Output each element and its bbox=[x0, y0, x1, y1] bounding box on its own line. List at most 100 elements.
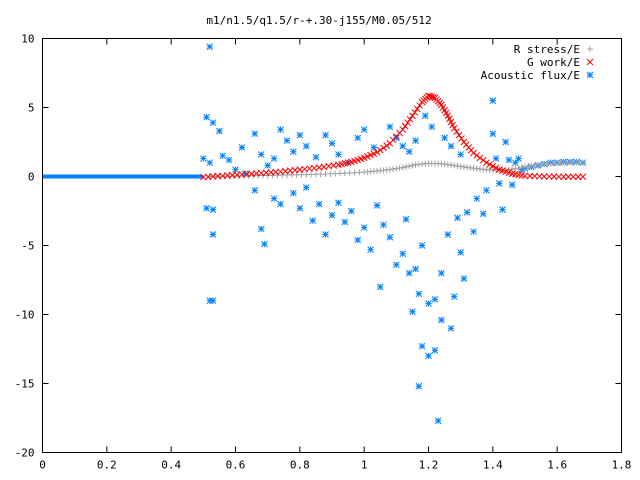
data-point bbox=[515, 155, 522, 162]
data-point bbox=[473, 152, 481, 159]
data-point bbox=[370, 144, 378, 151]
data-point bbox=[209, 231, 217, 238]
data-point bbox=[238, 144, 246, 151]
data-point bbox=[483, 159, 490, 167]
legend-marker bbox=[586, 71, 594, 79]
data-point bbox=[406, 115, 414, 123]
data-point bbox=[479, 210, 487, 218]
data-point bbox=[545, 173, 553, 180]
x-tick-label: 0 bbox=[39, 459, 46, 472]
data-point bbox=[502, 138, 510, 146]
legend-label: R stress/E bbox=[514, 43, 580, 56]
data-point bbox=[376, 283, 384, 291]
x-tick-label: 1.4 bbox=[483, 459, 503, 472]
data-point bbox=[434, 417, 442, 425]
data-point bbox=[203, 204, 210, 212]
data-point bbox=[415, 382, 423, 390]
data-point bbox=[409, 308, 416, 316]
data-point bbox=[492, 164, 500, 172]
data-point bbox=[489, 130, 497, 138]
data-point bbox=[579, 159, 586, 166]
data-point bbox=[447, 118, 455, 126]
data-point bbox=[216, 127, 223, 135]
data-point bbox=[511, 159, 519, 167]
chart-title: m1/n1.5/q1.5/r-+.30-j155/M0.05/512 bbox=[206, 14, 431, 27]
data-point bbox=[360, 224, 368, 231]
data-point bbox=[264, 162, 272, 169]
data-point bbox=[450, 124, 458, 132]
data-point bbox=[270, 155, 278, 162]
data-point bbox=[418, 242, 426, 249]
data-point bbox=[425, 352, 432, 360]
legend-label: G work/E bbox=[527, 56, 580, 69]
data-point bbox=[399, 126, 407, 133]
data-point bbox=[404, 119, 411, 127]
data-point bbox=[392, 261, 400, 269]
data-point bbox=[495, 180, 503, 187]
data-point bbox=[425, 300, 432, 307]
y-tick-label: -5 bbox=[21, 240, 34, 253]
data-point bbox=[413, 105, 421, 113]
x-tick-label: 0.6 bbox=[226, 459, 246, 472]
data-point bbox=[399, 164, 406, 171]
data-point bbox=[290, 189, 297, 197]
data-point bbox=[277, 200, 284, 208]
data-point bbox=[518, 164, 525, 171]
data-point bbox=[367, 246, 374, 253]
data-point bbox=[409, 162, 416, 169]
data-point bbox=[574, 173, 582, 181]
data-point bbox=[209, 119, 217, 127]
data-point bbox=[479, 156, 487, 164]
data-point bbox=[383, 142, 391, 149]
data-point bbox=[354, 236, 362, 244]
data-point bbox=[508, 181, 516, 189]
data-point bbox=[441, 134, 448, 142]
data-point bbox=[412, 137, 419, 144]
data-point bbox=[251, 186, 259, 194]
data-point bbox=[438, 316, 445, 324]
data-point bbox=[206, 43, 214, 51]
data-point bbox=[489, 162, 497, 170]
data-point bbox=[312, 153, 320, 161]
data-point bbox=[489, 97, 497, 104]
series-g-work-e bbox=[199, 92, 587, 181]
data-point bbox=[302, 142, 310, 150]
data-point bbox=[203, 113, 210, 121]
data-point bbox=[386, 233, 394, 241]
plot-points bbox=[42, 43, 587, 425]
data-point bbox=[376, 146, 384, 154]
data-point bbox=[492, 155, 500, 162]
data-point bbox=[199, 155, 207, 162]
data-point bbox=[261, 240, 268, 248]
data-point bbox=[290, 148, 297, 156]
data-point bbox=[579, 173, 587, 181]
data-point bbox=[277, 126, 284, 133]
series-acoustic-flux-e bbox=[199, 43, 587, 425]
data-point bbox=[380, 221, 387, 229]
data-point bbox=[296, 204, 304, 212]
data-point bbox=[458, 135, 465, 142]
data-point bbox=[431, 295, 439, 303]
data-point bbox=[322, 131, 329, 139]
y-tick-label: -10 bbox=[15, 309, 35, 322]
x-tick-label: 1.8 bbox=[612, 459, 632, 472]
data-point bbox=[390, 166, 397, 173]
data-point bbox=[525, 163, 532, 170]
data-point bbox=[402, 163, 409, 170]
data-point bbox=[447, 142, 455, 150]
data-point bbox=[415, 290, 423, 298]
data-point bbox=[470, 228, 477, 236]
x-tick-label: 0.8 bbox=[290, 459, 310, 472]
data-point bbox=[399, 142, 407, 150]
data-point bbox=[411, 108, 419, 116]
data-point bbox=[412, 265, 419, 273]
data-point bbox=[416, 102, 424, 109]
data-point bbox=[450, 293, 458, 300]
data-point bbox=[522, 163, 528, 170]
data-point bbox=[454, 214, 461, 222]
data-point bbox=[386, 123, 394, 131]
x-tick-label: 1 bbox=[361, 459, 368, 472]
data-point bbox=[393, 165, 400, 172]
data-point bbox=[446, 115, 453, 123]
data-point bbox=[396, 165, 403, 172]
